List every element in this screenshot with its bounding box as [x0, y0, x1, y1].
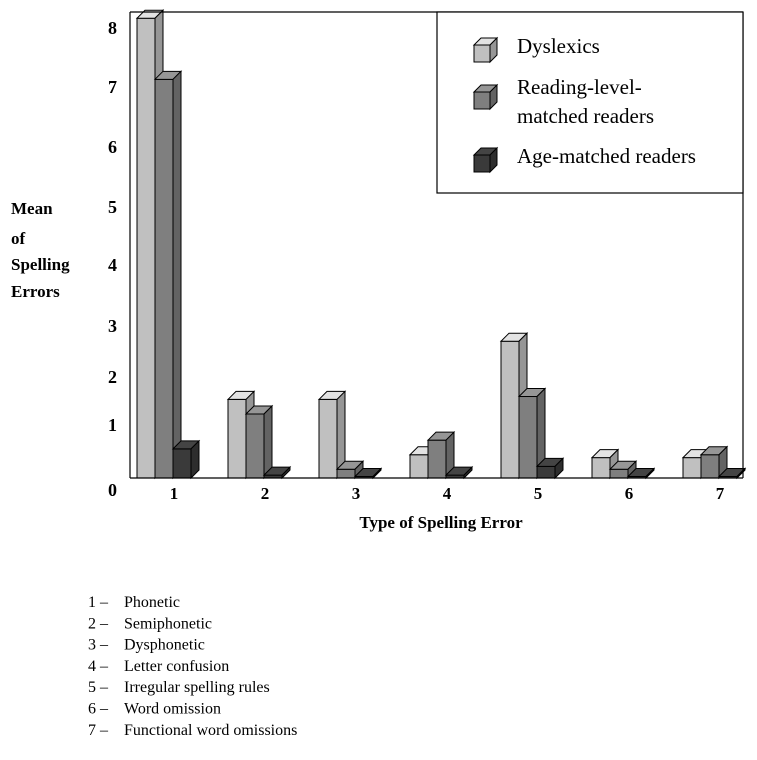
key-list-item: 2 – Semiphonetic: [88, 615, 212, 632]
bar-cat6-series3: [626, 467, 656, 480]
category-key-list: 1 – Phonetic 2 – Semiphonetic 3 – Dysphonetic…: [88, 594, 297, 739]
key-number: 4 –: [88, 658, 109, 675]
key-list-item: 3 – Dysphonetic: [88, 637, 205, 654]
x-tick-label: 3: [352, 484, 361, 503]
bar-cat1-series3: [171, 439, 201, 480]
key-label: Functional word omissions: [124, 722, 297, 739]
key-label: Irregular spelling rules: [124, 679, 270, 696]
legend-item: Age-matched readers: [472, 144, 696, 174]
x-tick-label: 7: [716, 484, 725, 503]
legend-swatch-icon: [472, 146, 499, 174]
y-tick-label: 8: [108, 18, 117, 38]
legend: Dyslexics Reading-level-matched readers Ag…: [436, 11, 744, 194]
key-number: 6 –: [88, 701, 109, 718]
key-number: 2 –: [88, 615, 109, 632]
key-number: 3 –: [88, 637, 109, 654]
key-number: 5 –: [88, 679, 109, 696]
legend-swatch-icon: [472, 83, 499, 111]
y-tick-label: 0: [108, 480, 117, 500]
y-axis-label: of: [11, 229, 26, 248]
key-label: Phonetic: [124, 594, 180, 611]
y-axis-label: Errors: [11, 282, 60, 301]
bar-cat1-series2: [153, 70, 183, 480]
key-label: Word omission: [124, 701, 221, 718]
y-tick-label: 3: [108, 316, 117, 336]
bar-cat3-series1: [317, 390, 347, 480]
legend-item: Reading-level-matched readers: [472, 75, 654, 128]
bar-cat3-series2: [335, 460, 365, 480]
bar-cat2-series3: [262, 465, 292, 480]
legend-label: Reading-level-: [517, 75, 642, 99]
key-label: Dysphonetic: [124, 637, 205, 654]
x-tick-label: 1: [170, 484, 179, 503]
y-tick-label: 2: [108, 367, 117, 387]
bar-cat5-series3: [535, 457, 565, 480]
y-axis-label: Mean: [11, 199, 53, 218]
y-tick-label: 5: [108, 197, 117, 217]
key-list-item: 7 – Functional word omissions: [88, 722, 297, 739]
x-tick-label: 2: [261, 484, 270, 503]
legend-label: Dyslexics: [517, 34, 600, 58]
key-number: 1 –: [88, 594, 109, 611]
key-list-item: 5 – Irregular spelling rules: [88, 679, 270, 696]
y-tick-label: 7: [108, 77, 117, 97]
bar-cat4-series3: [444, 465, 474, 480]
x-tick-label: 5: [534, 484, 543, 503]
key-number: 7 –: [88, 722, 109, 739]
y-tick-label: 4: [108, 255, 117, 275]
x-tick-label: 6: [625, 484, 634, 503]
legend-label: matched readers: [517, 104, 654, 128]
x-axis-label: Type of Spelling Error: [359, 513, 523, 532]
legend-item: Dyslexics: [472, 34, 600, 64]
bar-cat2-series2: [244, 404, 274, 480]
labels-layer: 0 1 2 3 4 5 6 7 8 1 2 3 4 5 6 7 Mean of Spelling Errors Type…: [11, 18, 725, 532]
x-tick-label: 4: [443, 484, 452, 503]
legend-swatch-icon: [472, 36, 499, 64]
y-axis-label: Spelling: [11, 255, 70, 274]
y-tick-label: 1: [108, 415, 117, 435]
key-list-item: 4 – Letter confusion: [88, 658, 229, 675]
key-list-item: 1 – Phonetic: [88, 594, 180, 611]
key-label: Letter confusion: [124, 658, 229, 675]
y-tick-label: 6: [108, 137, 117, 157]
key-label: Semiphonetic: [124, 615, 212, 632]
key-list-item: 6 – Word omission: [88, 701, 221, 718]
bar-cat4-series2: [426, 430, 456, 480]
legend-label: Age-matched readers: [517, 144, 696, 168]
